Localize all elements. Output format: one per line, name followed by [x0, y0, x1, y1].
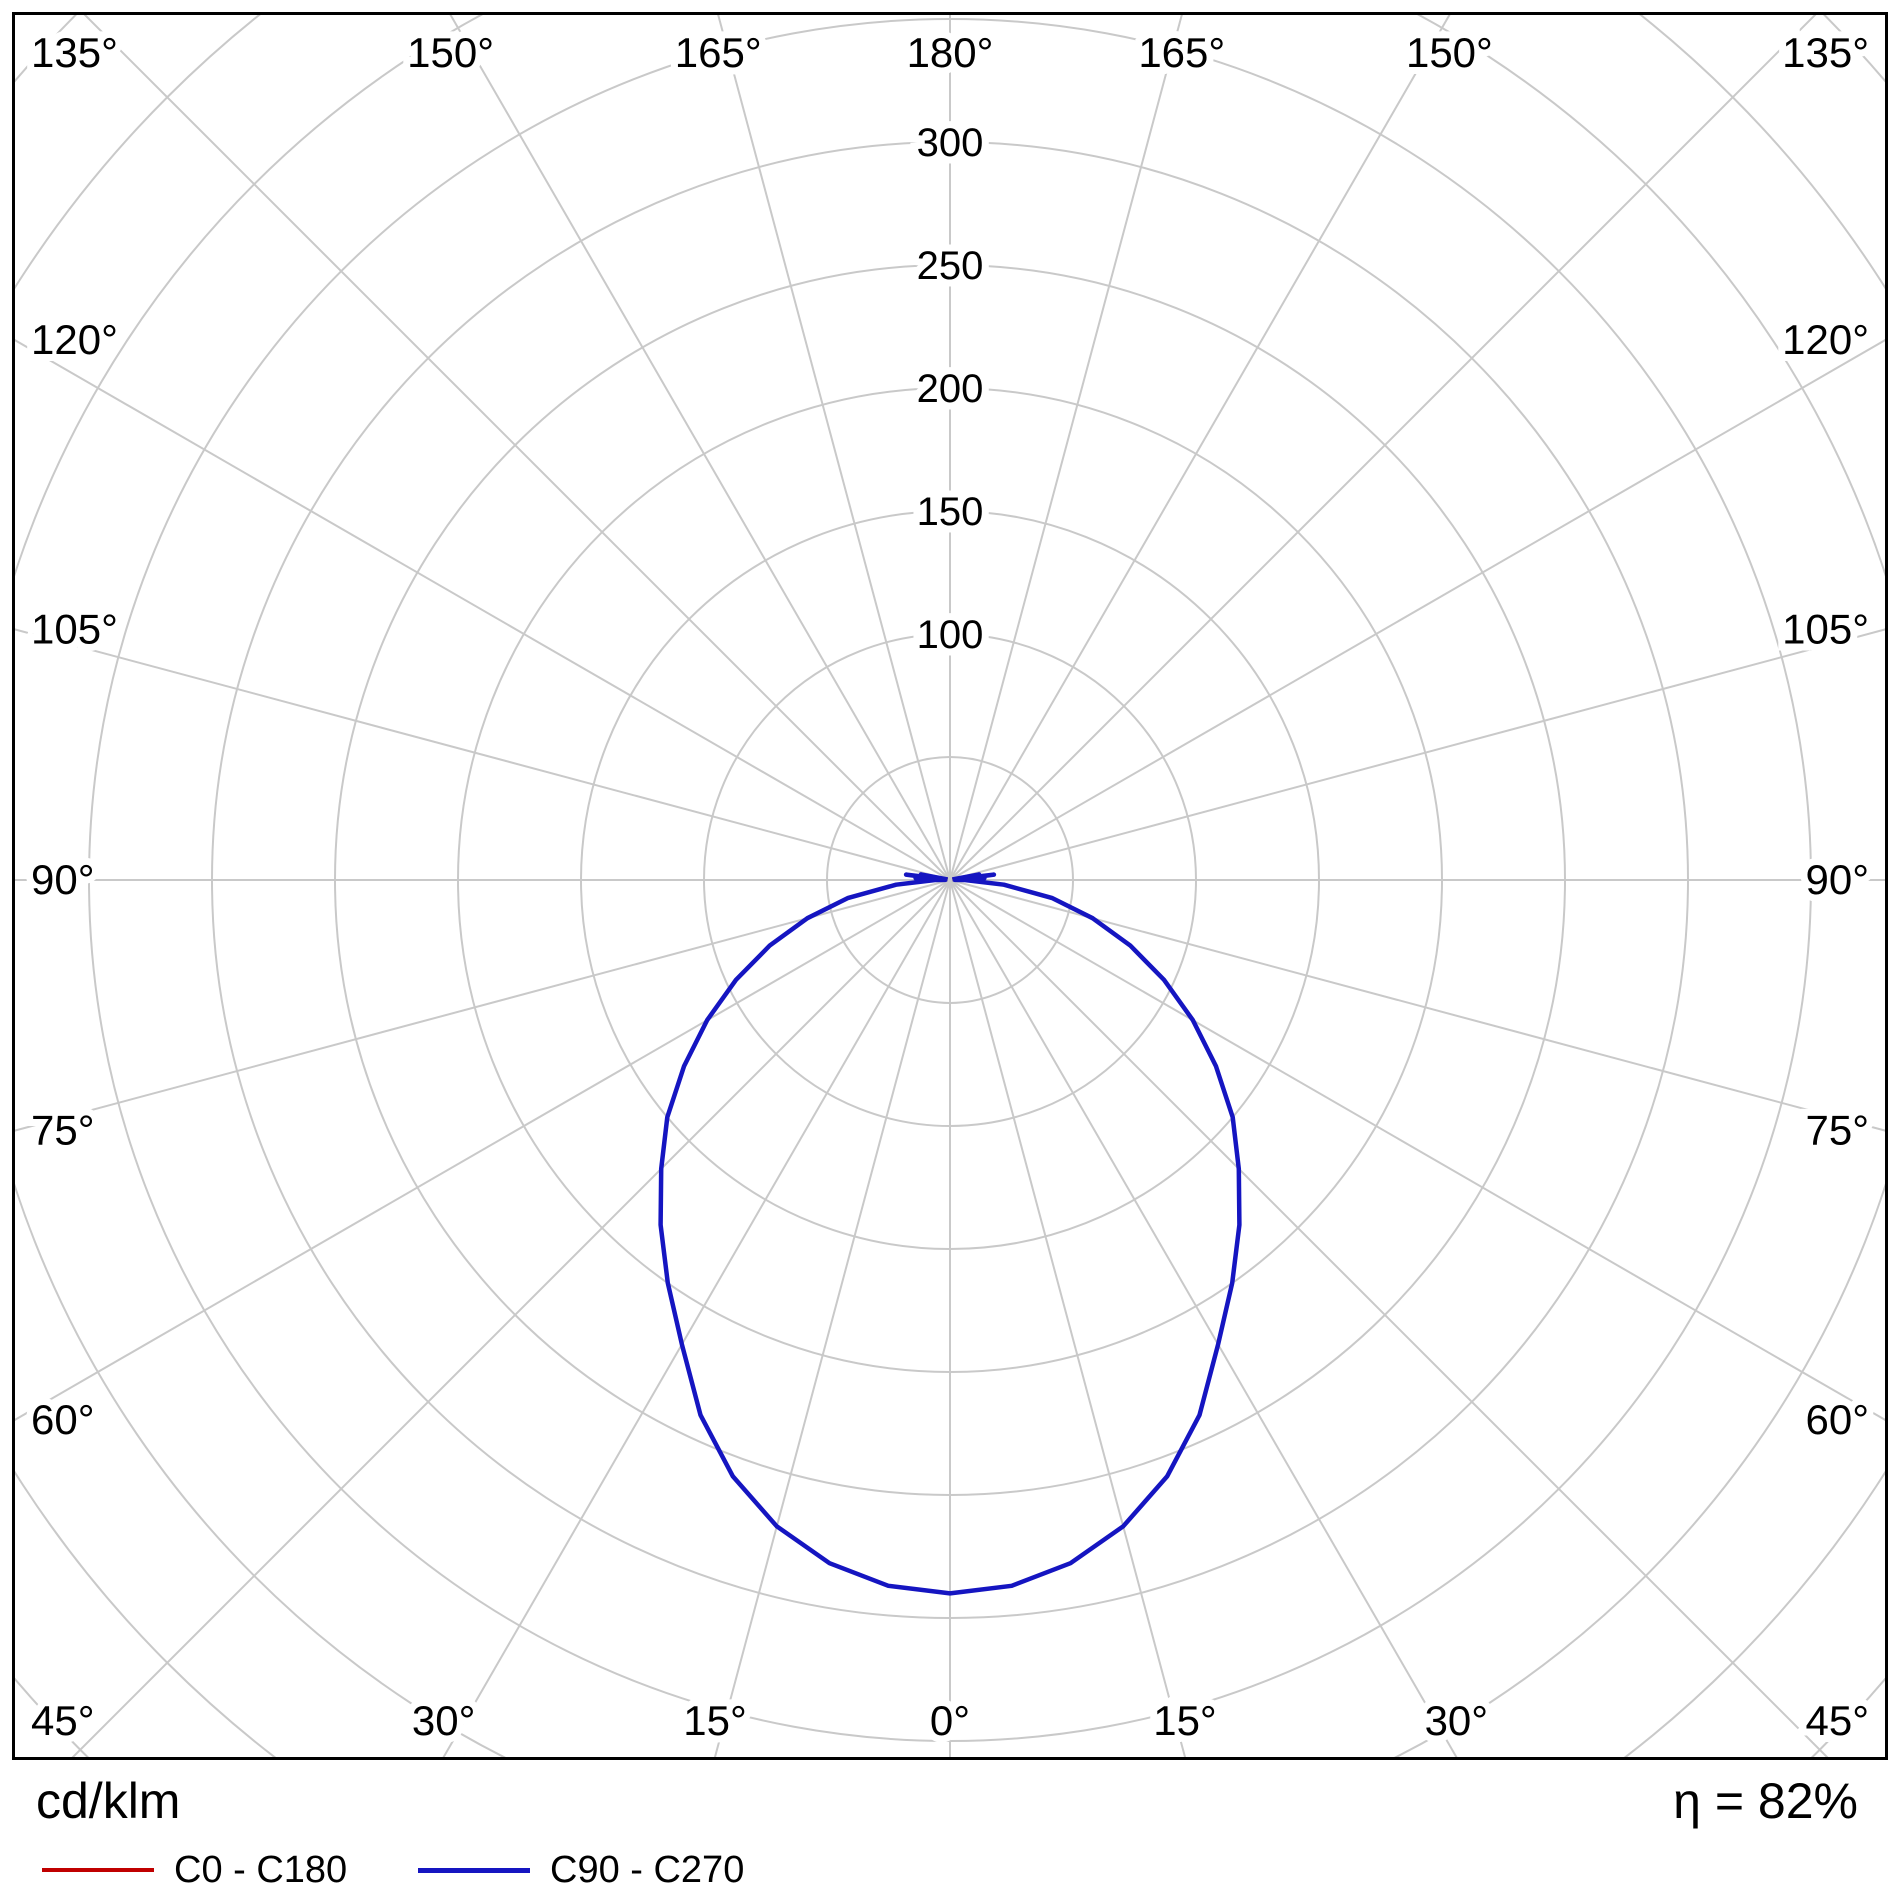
polar-grid-spoke — [949, 15, 1451, 881]
angle-label-105-left: 105° — [31, 605, 118, 652]
polar-grid-spoke — [949, 15, 1817, 881]
angle-label-165-right-halo: 165° — [1138, 29, 1225, 76]
angle-label-120-left-halo: 120° — [31, 316, 118, 363]
polar-grid-spoke — [442, 879, 951, 1757]
angle-label-30-left: 30° — [412, 1697, 476, 1744]
angle-label-150-left: 150° — [407, 29, 494, 76]
angle-label-90-left: 90° — [31, 856, 95, 903]
angle-label-15-left-halo: 15° — [683, 1697, 747, 1744]
legend: C0 - C180 C90 - C270 — [12, 1846, 1888, 1894]
angle-label-60-left: 60° — [31, 1396, 95, 1443]
angle-label-75-right: 75° — [1805, 1107, 1869, 1154]
angle-label-60-right: 60° — [1805, 1396, 1869, 1443]
angle-label-45-right: 45° — [1805, 1697, 1869, 1744]
angle-label-135-right: 135° — [1782, 29, 1869, 76]
angle-label-45-left: 45° — [31, 1697, 95, 1744]
angle-label-15-right: 15° — [1153, 1697, 1217, 1744]
angle-label-105-right: 105° — [1782, 605, 1869, 652]
angle-label-105-right-halo: 105° — [1782, 605, 1869, 652]
polar-grid-spoke — [15, 879, 951, 1421]
polar-chart-frame: 100 100 150 150 200 200 250 250 300 300 0° 0° 15° 15°… — [12, 12, 1888, 1760]
angle-label-105-left-halo: 105° — [31, 605, 118, 652]
legend-label-c90-c270: C90 - C270 — [550, 1848, 745, 1891]
angle-label-75-left-halo: 75° — [31, 1107, 95, 1154]
ring-label-200-halo: 200 — [917, 367, 984, 411]
angle-label-90-right-halo: 90° — [1805, 856, 1869, 903]
angle-label-165-left-halo: 165° — [675, 29, 762, 76]
polar-grid-spoke — [949, 15, 1183, 881]
ring-label-150-halo: 150 — [917, 490, 984, 534]
ring-label-100-halo: 100 — [917, 613, 984, 657]
polar-grid-spoke — [71, 879, 951, 1757]
angle-label-135-right-halo: 135° — [1782, 29, 1869, 76]
polar-grid-spoke — [949, 879, 1829, 1757]
angle-label-120-left: 120° — [31, 316, 118, 363]
polar-grid-spoke — [949, 339, 1885, 881]
ring-label-200: 200 — [917, 367, 984, 411]
units-label: cd/klm — [36, 1773, 181, 1829]
angle-label-90-left-halo: 90° — [31, 856, 95, 903]
legend-item-c90-c270: C90 - C270 — [418, 1846, 744, 1894]
legend-item-c0-c180: C0 - C180 — [42, 1846, 347, 1894]
legend-line-blue-icon — [418, 1867, 530, 1873]
angle-label-165-right: 165° — [1138, 29, 1225, 76]
ring-label-300-halo: 300 — [917, 121, 984, 165]
angle-label-150-left-halo: 150° — [407, 29, 494, 76]
angle-label-120-right: 120° — [1782, 316, 1869, 363]
angle-label-45-left-halo: 45° — [31, 1697, 95, 1744]
angle-label-0-right: 0° — [930, 1697, 970, 1744]
angle-label-150-right-halo: 150° — [1406, 29, 1493, 76]
angle-label-180-right: 180° — [907, 29, 994, 76]
polar-grid-spoke — [949, 879, 1885, 1132]
angle-label-60-left-halo: 60° — [31, 1396, 95, 1443]
polar-grid-spoke — [949, 879, 1885, 1421]
angle-label-60-right-halo: 60° — [1805, 1396, 1869, 1443]
ring-label-300: 300 — [917, 121, 984, 165]
angle-label-45-right-halo: 45° — [1805, 1697, 1869, 1744]
ring-label-150: 150 — [917, 490, 984, 534]
polar-grid-spoke — [949, 879, 1187, 1757]
ring-label-250-halo: 250 — [917, 244, 984, 288]
polar-grid-spoke — [15, 628, 951, 881]
angle-label-0-right-halo: 0° — [930, 1697, 970, 1744]
angle-label-75-right-halo: 75° — [1805, 1107, 1869, 1154]
polar-grid-spoke — [15, 339, 951, 881]
efficiency-value: η = 82% — [1673, 1773, 1858, 1829]
angle-label-30-left-halo: 30° — [412, 1697, 476, 1744]
angle-label-30-right: 30° — [1425, 1697, 1489, 1744]
angle-label-75-left: 75° — [31, 1107, 95, 1154]
angle-label-90-right: 90° — [1805, 856, 1869, 903]
angle-label-120-right-halo: 120° — [1782, 316, 1869, 363]
polar-grid-spoke — [15, 879, 951, 1132]
legend-label-c0-c180: C0 - C180 — [174, 1848, 348, 1891]
polar-grid-spoke — [717, 15, 951, 881]
polar-grid-spoke — [449, 15, 951, 881]
polar-grid-spoke — [949, 628, 1885, 881]
angle-label-150-right: 150° — [1406, 29, 1493, 76]
angle-label-180-right-halo: 180° — [907, 29, 994, 76]
polar-grid-spoke — [949, 879, 1458, 1757]
chart-footer: cd/klm η = 82% — [12, 1772, 1888, 1830]
ring-label-100: 100 — [917, 613, 984, 657]
legend-line-red-icon — [42, 1868, 154, 1872]
angle-label-15-left: 15° — [683, 1697, 747, 1744]
polar-grid-spoke — [713, 879, 951, 1757]
angle-label-30-right-halo: 30° — [1425, 1697, 1489, 1744]
angle-label-135-left-halo: 135° — [31, 29, 118, 76]
angle-label-165-left: 165° — [675, 29, 762, 76]
curve-c90-c270 — [658, 872, 1242, 1596]
angle-label-135-left: 135° — [31, 29, 118, 76]
ring-label-250: 250 — [917, 244, 984, 288]
angle-label-15-right-halo: 15° — [1153, 1697, 1217, 1744]
polar-grid-spoke — [83, 15, 951, 881]
